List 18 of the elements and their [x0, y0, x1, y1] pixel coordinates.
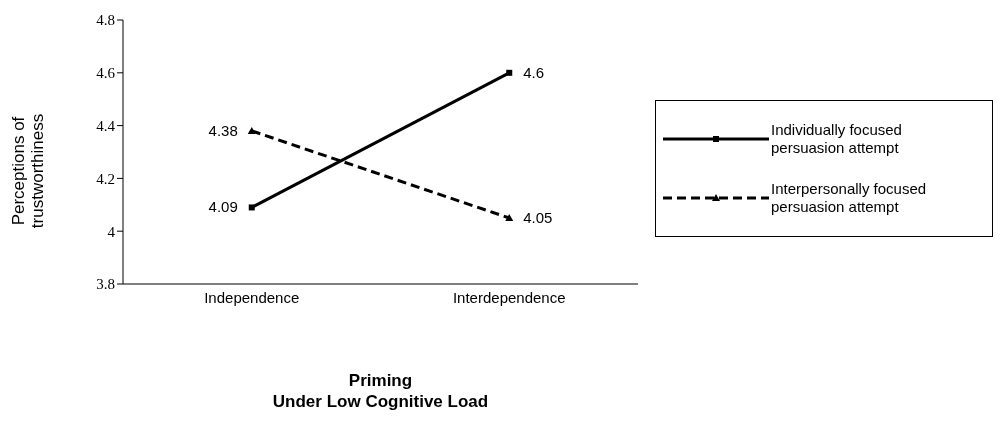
data-label: 4.38 — [208, 121, 238, 139]
point — [506, 69, 513, 76]
y-axis-title: Perceptions of trustworthiness — [9, 113, 48, 228]
x-tick-label: Interdependence — [452, 288, 566, 306]
text: Interpersonally focused persuasion attempt — [771, 180, 927, 217]
y-tick-label: 4.4 — [96, 117, 116, 134]
data-label: 4.05 — [523, 209, 553, 226]
point — [248, 204, 255, 211]
x-axis-title: Priming Under Low Cognitive Load — [271, 370, 490, 412]
text: Individually focused persuasion attempt — [771, 120, 902, 157]
data-label: 4.09 — [208, 198, 238, 216]
x-tick-label: Independence — [204, 288, 300, 306]
y-tick-label: 4 — [107, 223, 116, 240]
y-tick-label: 4.8 — [96, 12, 115, 29]
y-tick-label: 4.2 — [96, 170, 115, 187]
y-tick-label: 4.6 — [96, 65, 116, 82]
y-tick-label: 3.8 — [96, 276, 115, 293]
data-label: 4.6 — [523, 63, 545, 81]
